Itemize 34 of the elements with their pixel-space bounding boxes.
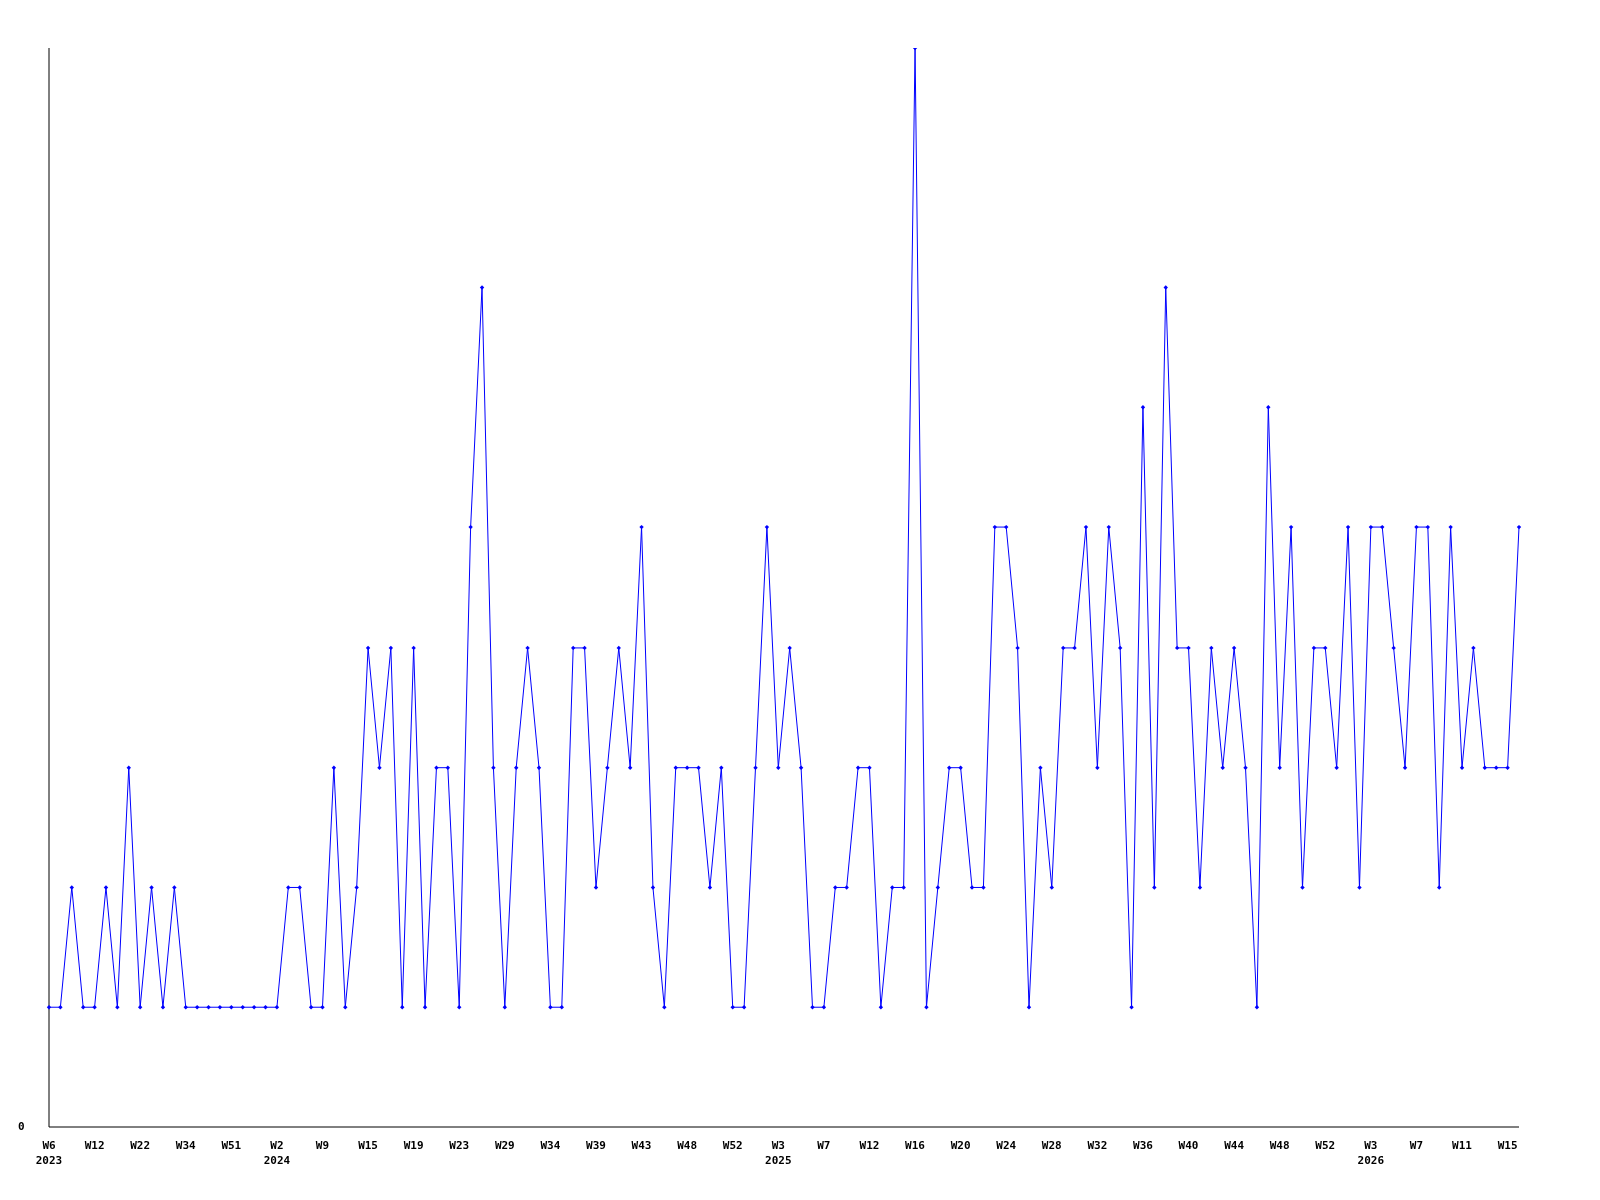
x-tick-label: W16 (905, 1139, 926, 1152)
x-tick-label: W48 (677, 1139, 698, 1152)
x-tick-label: W43 (631, 1139, 652, 1152)
x-tick-label: W3 2026 (1357, 1139, 1385, 1167)
x-tick-label: W15 (358, 1139, 379, 1152)
x-tick-label: W20 (950, 1139, 971, 1152)
x-tick-label: W40 (1178, 1139, 1199, 1152)
x-tick-label: W51 (221, 1139, 242, 1152)
x-tick-label: W19 (403, 1139, 424, 1152)
x-tick-label: W52 (1315, 1139, 1336, 1152)
x-tick-label: W23 (449, 1139, 470, 1152)
x-tick-label: W7 (817, 1139, 831, 1152)
x-tick-label: W34 (175, 1139, 197, 1152)
x-tick-label: W48 (1269, 1139, 1290, 1152)
x-tick-label: W52 (722, 1139, 743, 1152)
x-tick-label: W34 (540, 1139, 561, 1152)
x-tick-label: W39 (586, 1139, 606, 1152)
x-tick-label: W12 (84, 1139, 105, 1152)
x-tick-label: W3 2025 (765, 1139, 792, 1167)
x-tick-label: W32 (1087, 1139, 1108, 1152)
x-tick-label: W12 (859, 1139, 880, 1152)
x-tick-label: W22 (130, 1139, 151, 1152)
x-tick-label: W36 (1133, 1139, 1154, 1152)
x-tick-label: W44 (1224, 1139, 1245, 1152)
x-tick-label: W2 2024 (263, 1139, 291, 1167)
x-tick-label: W24 (996, 1139, 1017, 1152)
x-tick-label: W15 (1497, 1139, 1518, 1152)
x-tick-label: W6 2023 (35, 1139, 63, 1167)
x-tick-label: W29 (494, 1139, 515, 1152)
x-tick-label: W28 (1041, 1139, 1062, 1152)
x-tick-label: W9 (315, 1139, 330, 1152)
x-tick-label: W7 (1409, 1139, 1424, 1152)
x-tick-label: W11 (1452, 1139, 1473, 1152)
text: 0 (18, 1120, 25, 1133)
